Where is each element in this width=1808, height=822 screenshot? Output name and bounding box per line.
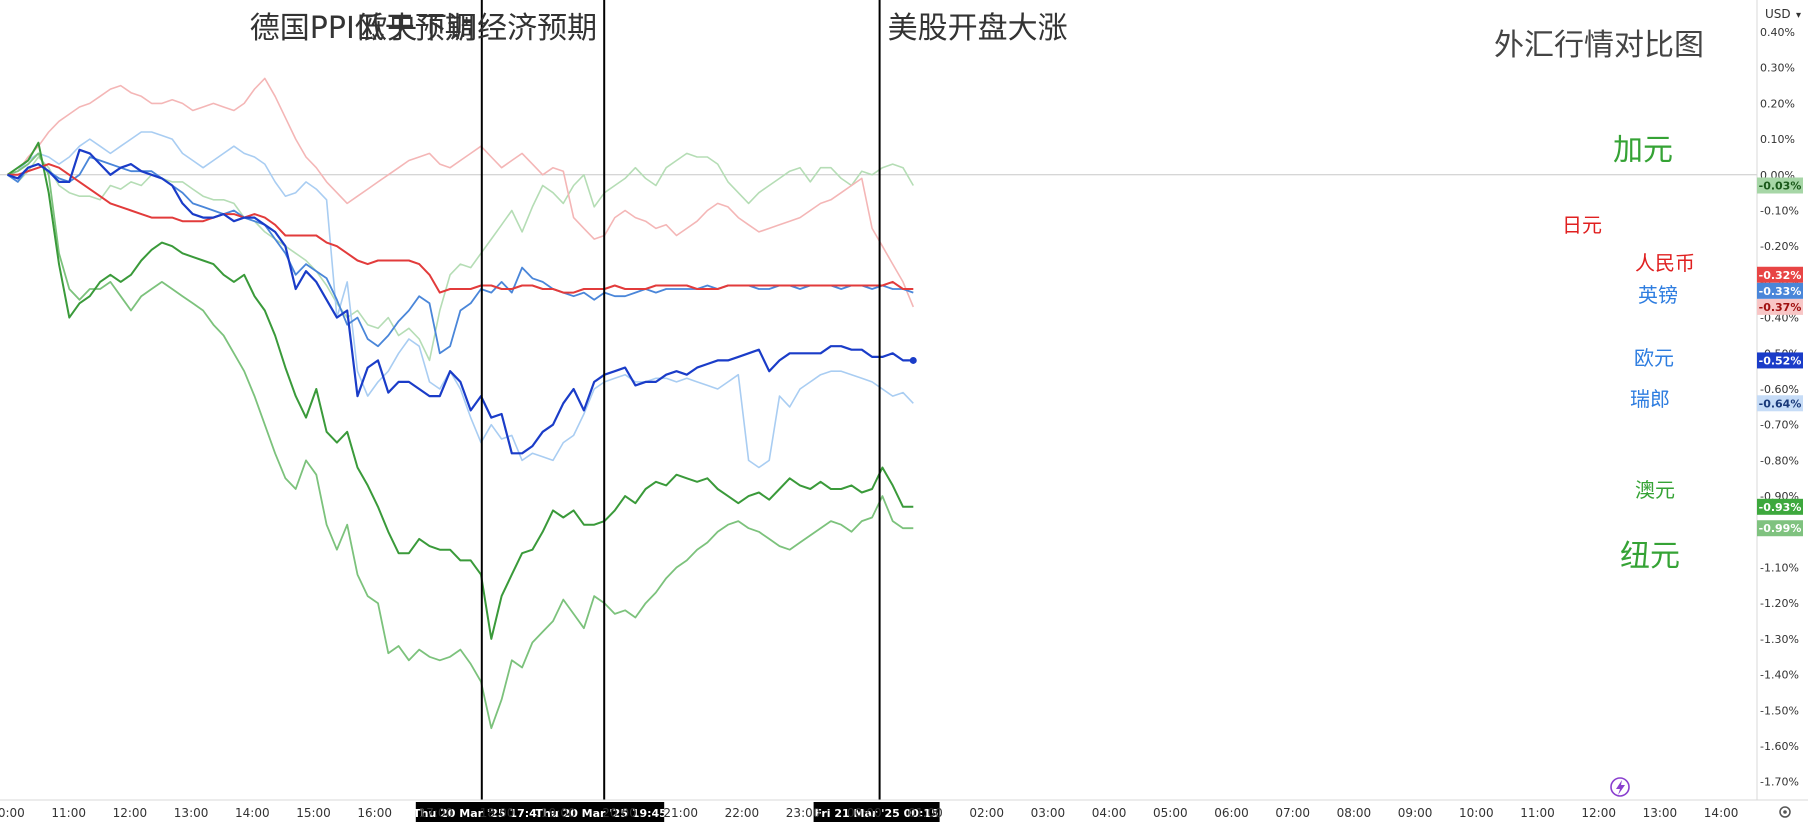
x-tick-label: 18:00 (480, 806, 515, 820)
event-marker-label: Fri 21 Mar '25 00:15 (815, 807, 939, 820)
event-marker-box (415, 802, 542, 822)
x-tick-label: 10:00 (1459, 806, 1494, 820)
series-name-label: 瑞郎 (1630, 387, 1670, 411)
event-marker-label: Thu 20 Mar '25 19:45 (536, 807, 667, 820)
event-lines-layer: 德国PPI低于预期 Thu 20 Mar '25 17:45 欧央下调经济预期 Thu… (250, 0, 1068, 822)
y-tick-label: -0.60% (1760, 383, 1799, 396)
value-badge (1757, 395, 1803, 412)
x-tick-label: 01:00 (908, 806, 943, 820)
chevron-down-icon[interactable]: ▾ (1796, 10, 1801, 21)
event-marker-label: Thu 20 Mar '25 17:45 (413, 807, 544, 820)
series-name-label: 加元 (1613, 133, 1673, 168)
y-tick-label: -1.10% (1760, 562, 1799, 575)
x-tick-label: 05:00 (1153, 806, 1188, 820)
y-tick-label: 0.30% (1760, 62, 1795, 75)
y-tick-label: -1.60% (1760, 740, 1799, 753)
x-tick-label: 06:00 (1214, 806, 1249, 820)
value-badge (1757, 177, 1803, 194)
lightning-icon[interactable] (1610, 777, 1630, 797)
currency-selector[interactable]: USD ▾ (1760, 0, 1808, 26)
series-line-加元 (7, 152, 914, 362)
series-name-label: 欧元 (1634, 346, 1674, 370)
value-badge-text: -0.37% (1759, 301, 1802, 314)
value-badge-text: -0.33% (1759, 285, 1802, 298)
series-name-label: 澳元 (1635, 478, 1675, 502)
series-line-欧元 (7, 148, 914, 455)
x-tick-label: 13:00 (174, 806, 209, 820)
value-badge (1757, 352, 1803, 369)
series-name-label: 英镑 (1638, 283, 1678, 307)
x-tick-label: 07:00 (1275, 806, 1310, 820)
x-tick-label: 16:00 (357, 806, 392, 820)
y-tick-label: -1.50% (1760, 704, 1799, 717)
x-tick-label: 02:00 (969, 806, 1004, 820)
value-badge (1757, 266, 1803, 283)
event-marker-box (538, 802, 665, 822)
series-line-人民币 (7, 163, 914, 294)
x-tick-label: 11:00 (1520, 806, 1555, 820)
series-line-英镑 (6, 156, 914, 355)
y-tick-label: -1.20% (1760, 597, 1799, 610)
event-title: 德国PPI低于预期 (250, 11, 475, 46)
series-end-dot (909, 356, 917, 364)
series-name-label: 人民币 (1635, 251, 1695, 275)
event-title: 美股开盘大涨 (888, 11, 1068, 46)
value-badge-text: -0.99% (1759, 522, 1802, 535)
x-tick-label: 23:00 (786, 806, 821, 820)
value-badge (1757, 520, 1803, 537)
value-badge (1757, 282, 1803, 299)
x-tick-label: 14:00 (1704, 806, 1739, 820)
y-tick-label: -1.30% (1760, 633, 1799, 646)
value-badge-text: -0.32% (1759, 269, 1802, 282)
y-tick-label: 0.10% (1760, 133, 1795, 146)
value-badge-text: -0.93% (1759, 501, 1802, 514)
currency-selector-box[interactable] (1760, 0, 1808, 26)
x-tick-label: 00:00 (847, 806, 882, 820)
series-layer (6, 77, 917, 730)
y-tick-label: 0.20% (1760, 97, 1795, 110)
y-tick-label: -0.20% (1760, 240, 1799, 253)
x-tick-label: 19:00 (541, 806, 576, 820)
x-tick-label: 12:00 (113, 806, 148, 820)
value-badge (1757, 498, 1803, 515)
x-tick-label: 08:00 (1337, 806, 1372, 820)
event-title: 欧央下调经济预期 (357, 11, 597, 46)
x-tick-label: 04:00 (1092, 806, 1127, 820)
chart-title: 外汇行情对比图 (1494, 28, 1704, 63)
value-badge-text: -0.64% (1759, 397, 1802, 410)
x-tick-label: 13:00 (1643, 806, 1678, 820)
x-tick-label: 22:00 (725, 806, 760, 820)
value-badge-text: -0.03% (1759, 180, 1802, 193)
x-tick-label: 12:00 (1581, 806, 1616, 820)
x-tick-label: 03:00 (1031, 806, 1066, 820)
x-tick-label: 21:00 (663, 806, 698, 820)
series-line-澳元 (6, 141, 914, 640)
series-line-纽元 (7, 152, 914, 730)
event-marker-box (813, 802, 940, 822)
y-tick-label: -1.70% (1760, 776, 1799, 789)
x-tick-label: 15:00 (296, 806, 331, 820)
x-tick-label: 17:00 (419, 806, 454, 820)
value-badge (1757, 298, 1803, 315)
y-tick-label: -0.80% (1760, 454, 1799, 467)
y-tick-label: -0.10% (1760, 205, 1799, 218)
y-tick-label: -0.70% (1760, 419, 1799, 432)
x-tick-label: 20:00 (602, 806, 637, 820)
x-tick-label: 14:00 (235, 806, 270, 820)
series-name-label: 纽元 (1620, 539, 1680, 574)
series-line-日元 (7, 77, 915, 308)
gear-icon[interactable] (1779, 806, 1791, 818)
currency-label[interactable]: USD (1765, 7, 1791, 21)
x-axis[interactable]: 10:00 11:00 12:00 13:00 14:00 15:00 16:00 17:00… (0, 799, 1808, 820)
y-tick-label: -1.40% (1760, 669, 1799, 682)
series-line-瑞郎 (7, 131, 914, 469)
series-name-label: 日元 (1562, 213, 1602, 237)
y-tick-label: 0.40% (1760, 26, 1795, 39)
x-tick-label: 11:00 (51, 806, 86, 820)
x-tick-label: 09:00 (1398, 806, 1433, 820)
x-tick-label: 10:00 (0, 806, 25, 820)
value-badge-text: -0.52% (1759, 354, 1802, 367)
